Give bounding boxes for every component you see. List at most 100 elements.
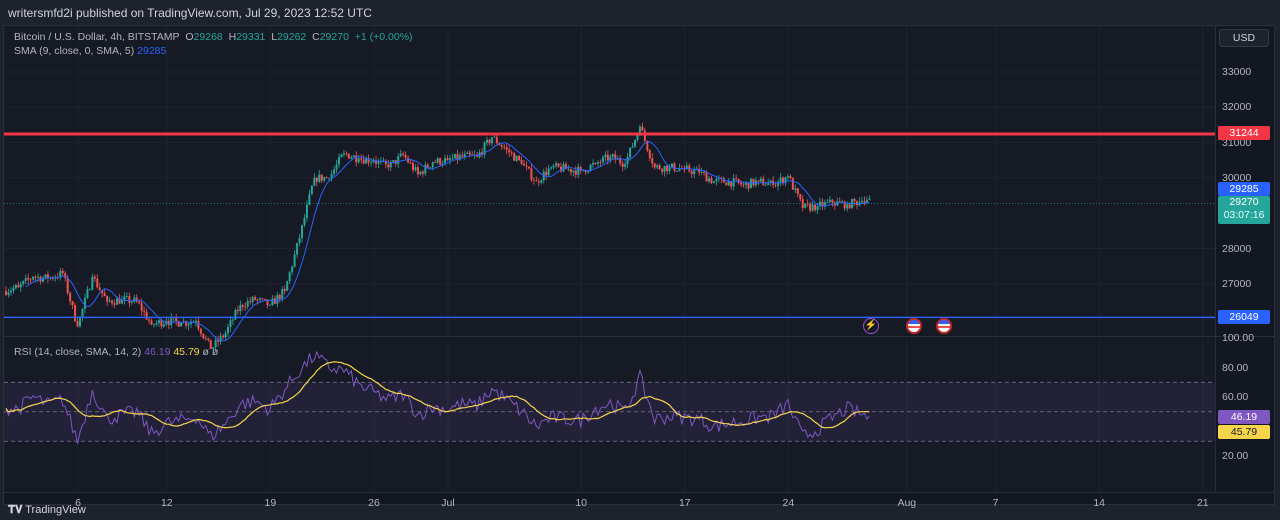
price-axis-label: 30000 (1222, 171, 1252, 184)
candle-body (370, 162, 373, 164)
candle-body (488, 139, 491, 144)
us-flag-event-icon[interactable] (936, 318, 952, 334)
candle-body (120, 299, 123, 304)
candle-body (732, 178, 735, 187)
candle-body (162, 324, 165, 327)
candle-body (143, 310, 146, 312)
candle-body (202, 333, 205, 339)
candle-body (698, 168, 701, 173)
candle-body (527, 166, 530, 169)
candle-body (389, 162, 392, 168)
candle-body (46, 274, 49, 279)
candle-body (690, 171, 693, 175)
candle-body (641, 126, 644, 131)
candle-body (204, 338, 207, 339)
candle-body (59, 270, 62, 278)
candle-body (19, 283, 22, 288)
candle-body (759, 178, 762, 182)
rsi-line (5, 350, 870, 445)
candle-body (708, 178, 710, 182)
candle-body (525, 165, 528, 167)
candle-body (560, 166, 562, 172)
lightning-event-icon[interactable]: ⚡ (863, 318, 879, 334)
candle-body (540, 180, 543, 183)
candle-body (190, 322, 192, 325)
candle-body (402, 153, 405, 155)
candle-body (148, 319, 151, 321)
candle-body (453, 153, 456, 159)
rsi-pane (4, 337, 1215, 492)
candle-body (636, 134, 639, 140)
symbol-title[interactable]: Bitcoin / U.S. Dollar, 4h, BITSTAMP (14, 31, 180, 43)
currency-button[interactable]: USD (1219, 29, 1269, 47)
time-axis-label: 24 (782, 497, 795, 509)
candle-body (705, 173, 708, 182)
rsi-axis-label: 20.00 (1222, 450, 1249, 462)
candle-body (444, 158, 447, 164)
candle-body (42, 277, 44, 282)
candle-body (545, 171, 548, 176)
candle-body (318, 174, 321, 182)
tradingview-logo[interactable]: 𝐓𝐕 TradingView (8, 504, 86, 516)
candle-body (745, 182, 747, 185)
candle-body (582, 169, 585, 171)
candle-body (32, 276, 35, 280)
time-axis-label: Aug (897, 497, 917, 509)
candle-body (784, 177, 787, 184)
candle-body (530, 168, 533, 180)
symbol-legend: Bitcoin / U.S. Dollar, 4h, BITSTAMP O292… (14, 31, 413, 43)
candle-body (209, 339, 212, 350)
candle-body (217, 339, 220, 342)
rsi-axis-label: 100.00 (1222, 332, 1255, 344)
candle-body (239, 304, 242, 312)
time-axis-label: 12 (160, 497, 173, 509)
candle-body (616, 158, 619, 160)
candle-body (268, 304, 271, 306)
candle-body (170, 317, 173, 326)
candle-body (826, 201, 829, 203)
sma-value: 29285 (137, 45, 167, 57)
candle-body (431, 162, 434, 168)
candle-body (347, 153, 350, 159)
time-axis-label: 17 (678, 497, 691, 509)
candle-body (305, 204, 308, 218)
candle-body (22, 280, 25, 284)
candle-body (550, 167, 553, 169)
candle-body (264, 298, 266, 300)
candle-body (37, 276, 40, 278)
candle-body (150, 320, 153, 325)
candle-body (791, 178, 794, 190)
candle-body (727, 181, 730, 186)
candle-body (298, 237, 301, 244)
candle-body (831, 199, 834, 203)
candle-body (328, 177, 331, 179)
close-value: 29270 (319, 31, 349, 43)
candle-body (76, 321, 79, 327)
time-axis-label: 21 (1196, 497, 1209, 509)
candle-body (804, 203, 807, 208)
candle-body (180, 322, 183, 327)
candle-body (782, 177, 784, 184)
candle-body (557, 163, 560, 167)
candle-body (96, 278, 99, 288)
candle-body (619, 158, 622, 164)
candle-body (352, 155, 355, 158)
rsi-legend[interactable]: RSI (14, close, SMA, 14, 2) 46.19 45.79 … (14, 346, 219, 358)
candle-body (9, 290, 12, 293)
candle-body (113, 303, 116, 305)
candle-body (555, 163, 558, 166)
candle-body (651, 157, 654, 164)
candle-body (362, 159, 365, 164)
candle-body (794, 188, 797, 190)
candle-body (621, 163, 624, 167)
candle-body (12, 288, 15, 291)
price-axis-label: 32000 (1222, 101, 1252, 114)
candle-body (61, 270, 64, 274)
candle-body (175, 317, 178, 322)
candle-body (231, 319, 234, 321)
candle-body (251, 297, 254, 302)
us-flag-event-icon[interactable] (906, 318, 922, 334)
candle-body (601, 157, 604, 163)
sma-legend[interactable]: SMA (9, close, 0, SMA, 5) 29285 (14, 45, 167, 57)
